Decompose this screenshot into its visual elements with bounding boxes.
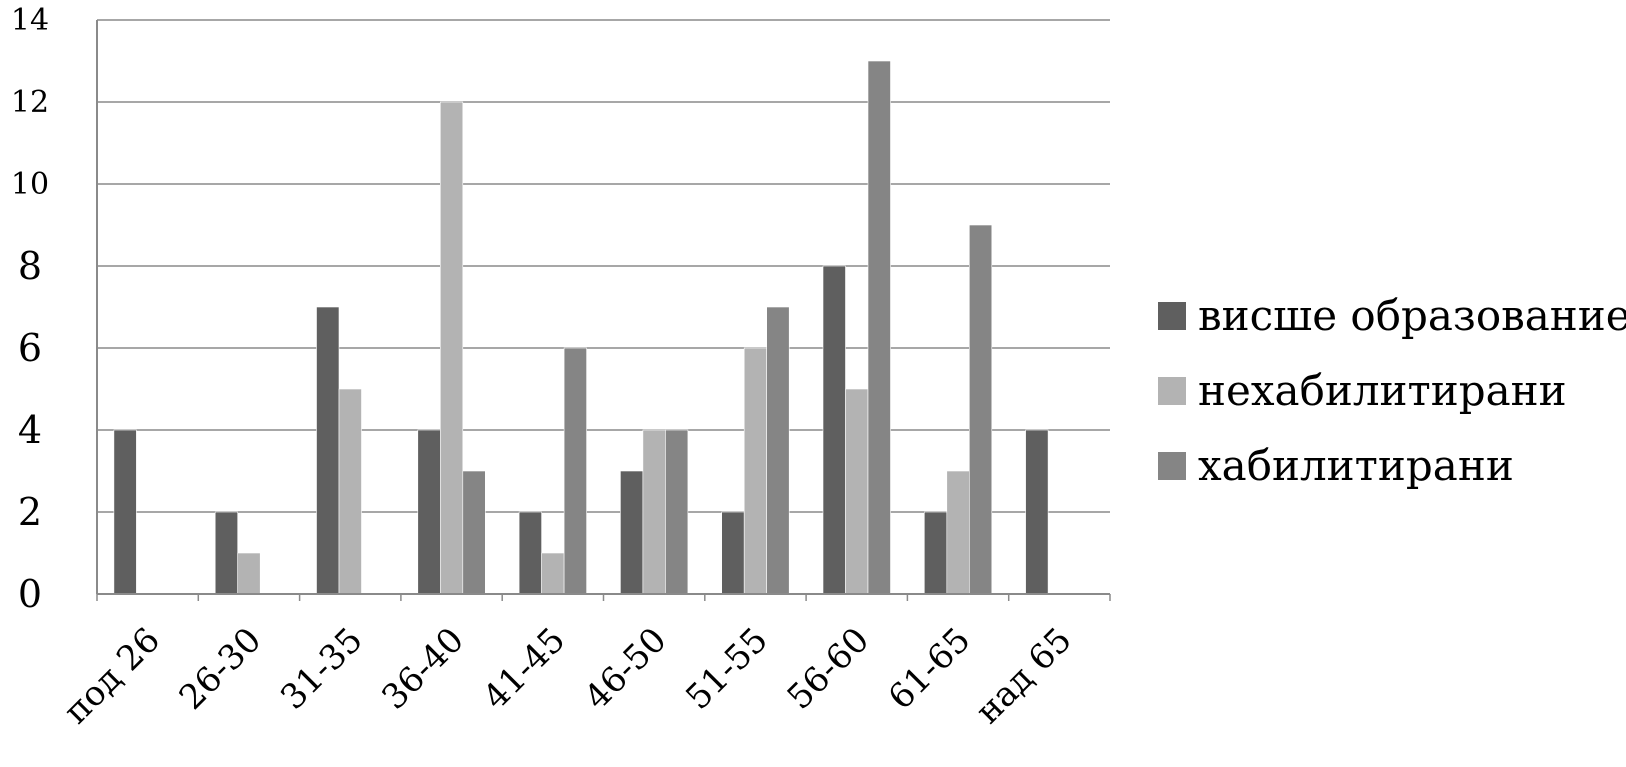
- bar: [665, 429, 689, 595]
- bar: [237, 552, 261, 595]
- axes: [96, 20, 1111, 601]
- y-tick-label: 14: [11, 3, 49, 38]
- x-tick-label: 46-50: [577, 620, 675, 718]
- bar: [743, 347, 768, 595]
- bar: [316, 306, 340, 595]
- bar: [721, 511, 745, 595]
- legend-swatch: [1158, 302, 1186, 330]
- x-tick-label: 51-55: [678, 620, 776, 718]
- y-tick-label: 12: [11, 85, 49, 120]
- legend: висше образование нехабилитирани хабилитир…: [1158, 291, 1626, 490]
- y-tick-label: 2: [18, 490, 42, 534]
- bar: [518, 511, 542, 595]
- grid: [97, 19, 1110, 513]
- y-tick-label: 0: [18, 572, 42, 616]
- bar: [563, 347, 587, 595]
- bar: [113, 429, 137, 595]
- y-tick-label: 8: [18, 244, 42, 288]
- bar: [338, 388, 362, 595]
- bar: [867, 60, 891, 595]
- bar: [439, 101, 464, 595]
- bar: [620, 470, 644, 595]
- legend-label: нехабилитирани: [1198, 366, 1567, 415]
- bar: [462, 470, 486, 595]
- legend-swatch: [1158, 452, 1186, 480]
- bar: [642, 429, 666, 595]
- y-tick-label: 6: [18, 326, 42, 370]
- legend-swatch: [1158, 377, 1186, 405]
- legend-label: висше образование: [1198, 291, 1626, 340]
- x-tick-label: 56-60: [780, 620, 878, 718]
- y-tick-label: 4: [18, 408, 42, 452]
- bars: [113, 60, 1049, 595]
- bar: [923, 511, 948, 595]
- x-tick-label: над 65: [968, 620, 1080, 732]
- legend-label: хабилитирани: [1198, 441, 1514, 490]
- bar: [968, 224, 993, 595]
- bar: [766, 306, 790, 595]
- bar: [822, 265, 846, 595]
- bar: [417, 429, 441, 595]
- x-tick-label: 36-40: [374, 620, 472, 718]
- x-tick-label: под 26: [56, 620, 168, 732]
- bar: [946, 470, 970, 595]
- x-tick-label: 61-65: [881, 620, 979, 718]
- x-tick-label: 31-35: [273, 620, 371, 718]
- bar: [214, 511, 238, 595]
- x-axis-ticks: под 26 26-30 31-35 36-40 41-45 46-50 51-55 56-6…: [56, 620, 1080, 732]
- y-tick-label: 10: [11, 167, 49, 202]
- bar: [845, 388, 869, 595]
- y-axis-ticks: 0 2 4 6 8 10 12 14: [11, 3, 49, 616]
- bar: [541, 552, 565, 595]
- x-tick-label: 26-30: [172, 620, 270, 718]
- x-tick-label: 41-45: [476, 620, 574, 718]
- bar: [1025, 429, 1049, 595]
